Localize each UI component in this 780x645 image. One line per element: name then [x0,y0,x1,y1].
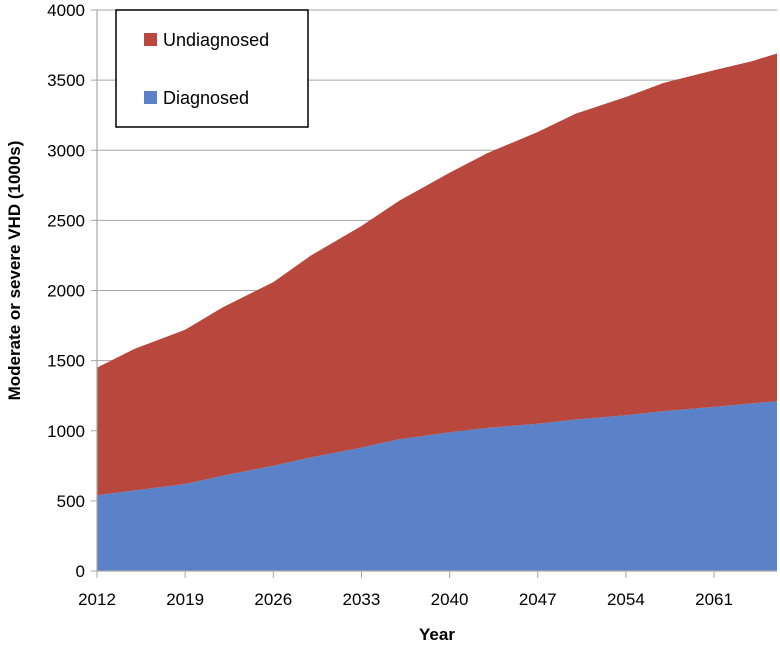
legend-label-diagnosed: Diagnosed [163,88,249,108]
x-tick-label: 2061 [695,590,733,609]
x-tick-label: 2054 [607,590,645,609]
y-tick-labels: 0 500 1000 1500 2000 2500 3000 3500 4000 [47,1,85,581]
x-tick-label: 2019 [166,590,204,609]
y-tick-label: 3000 [47,141,85,160]
x-tick-label: 2047 [519,590,557,609]
x-tick-label: 2040 [431,590,469,609]
x-tick-label: 2033 [343,590,381,609]
x-tick-labels: 2012 2019 2026 2033 2040 2047 2054 2061 [78,590,733,609]
y-tick-label: 0 [76,562,85,581]
area-undiagnosed [97,53,777,496]
y-tick-label: 4000 [47,1,85,20]
y-axis-title: Moderate or severe VHD (1000s) [5,141,24,401]
area-diagnosed [97,401,777,571]
y-tick-label: 2000 [47,282,85,301]
x-tick-label: 2012 [78,590,116,609]
y-tick-label: 1500 [47,352,85,371]
axes [91,9,777,578]
legend: Undiagnosed Diagnosed [115,9,309,128]
y-tick-label: 3500 [47,71,85,90]
x-axis-title: Year [419,625,455,644]
legend-swatch-diagnosed [144,91,157,104]
legend-label-undiagnosed: Undiagnosed [163,30,269,50]
y-tick-label: 2500 [47,211,85,230]
x-tick-label: 2026 [254,590,292,609]
area-series [97,53,777,571]
y-tick-label: 1000 [47,422,85,441]
y-tick-label: 500 [57,492,85,511]
legend-box [115,9,309,128]
legend-swatch-undiagnosed [144,33,157,46]
